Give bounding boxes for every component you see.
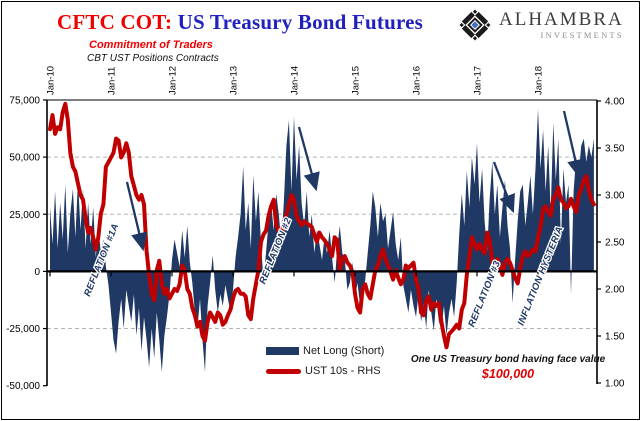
y-axis-right-label: 3.50 (605, 144, 625, 155)
net-long-swatch (266, 347, 299, 355)
title-red-part: CFTC COT (57, 10, 165, 34)
x-axis-label: Jan-14 (290, 66, 301, 95)
chart-subtitle: Commitment of Traders (89, 39, 213, 51)
chart-footnote: One US Treasury bond having face value $… (410, 354, 606, 382)
y-axis-left-label: 75,000 (9, 95, 40, 106)
annotation-arrow-icon (125, 181, 148, 252)
net-long-area (50, 109, 594, 372)
annotation-arrow-icon (492, 161, 515, 214)
annotation-arrow-icon (297, 126, 320, 192)
x-axis-label: Jan-17 (473, 66, 484, 95)
legend-item-net-long: Net Long (Short) (266, 345, 384, 357)
axis-tick-labels: 75,000 50,000 25,000 0 -25,000 -50,000 4.00 3.5… (6, 66, 625, 392)
logo-sub: INVESTMENTS (540, 30, 624, 41)
footnote-line1: One US Treasury bond having face value (410, 354, 606, 365)
net-long-area-series (50, 109, 594, 372)
y-axis-left-label: 50,000 (9, 153, 40, 164)
x-axis-label: Jan-18 (534, 66, 545, 95)
x-axis-label: Jan-10 (46, 66, 57, 95)
page-title: CFTC COT: US Treasury Bond Futures (57, 10, 423, 35)
y-axis-right-label: 1.00 (605, 379, 625, 390)
y-axis-left-label: -25,000 (6, 324, 40, 335)
logo-name: ALHAMBRA (499, 9, 624, 31)
y-axis-left-label: 25,000 (9, 210, 40, 221)
alhambra-logo: ALHAMBRA INVESTMENTS (456, 6, 624, 44)
chart-legend: Net Long (Short) UST 10s - RHS (266, 345, 384, 377)
legend-label: UST 10s - RHS (305, 365, 381, 377)
x-axis-label: Jan-11 (107, 67, 118, 95)
alhambra-diamond-icon (457, 7, 493, 43)
x-axis-label: Jan-16 (412, 66, 423, 95)
y-axis-right-label: 2.00 (605, 285, 625, 296)
y-axis-left-label: 0 (34, 267, 40, 278)
title-blue-part: US Treasury Bond Futures (172, 10, 423, 34)
axes (43, 99, 601, 387)
ust10s-swatch (266, 368, 301, 374)
legend-label: Net Long (Short) (303, 345, 385, 357)
y-axis-right-label: 1.50 (605, 332, 625, 343)
y-axis-right-label: 4.00 (605, 97, 625, 108)
x-axis-label: Jan-13 (229, 66, 240, 95)
annotation-arrow-icon (562, 110, 584, 179)
x-axis-label: Jan-15 (351, 66, 362, 95)
y-axis-right-label: 2.50 (605, 238, 625, 249)
chart-subtitle-2: CBT UST Positions Contracts (87, 53, 219, 64)
y-axis-left-label: -50,000 (6, 381, 40, 392)
footnote-line2: $100,000 (481, 366, 535, 381)
y-axis-right-label: 3.00 (605, 191, 625, 202)
x-axis-label: Jan-12 (168, 66, 179, 95)
legend-item-ust10s: UST 10s - RHS (266, 365, 384, 377)
title-separator: : (164, 10, 173, 34)
